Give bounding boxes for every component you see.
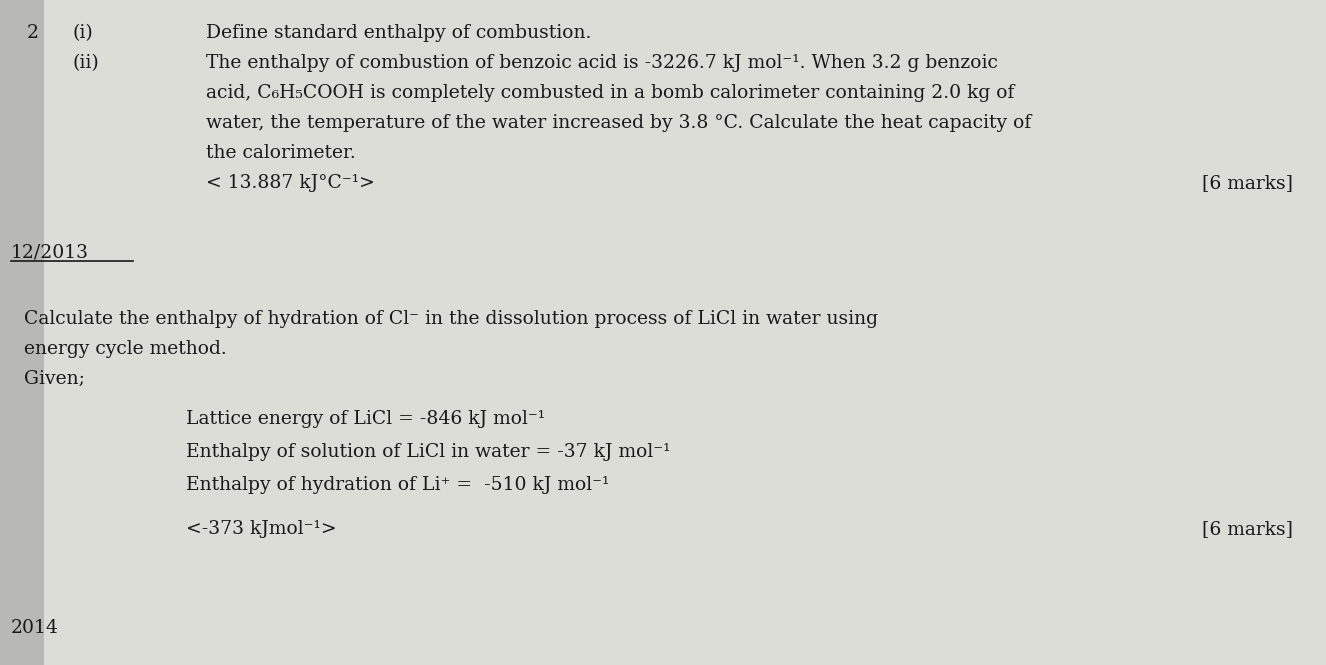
Text: Enthalpy of solution of LiCl in water = -37 kJ mol⁻¹: Enthalpy of solution of LiCl in water = … xyxy=(186,443,670,462)
Text: [6 marks]: [6 marks] xyxy=(1201,519,1293,538)
Text: <-373 kJmol⁻¹>: <-373 kJmol⁻¹> xyxy=(186,519,337,538)
Text: Calculate the enthalpy of hydration of Cl⁻ in the dissolution process of LiCl in: Calculate the enthalpy of hydration of C… xyxy=(24,310,878,329)
Text: Given;: Given; xyxy=(24,370,85,388)
Text: [6 marks]: [6 marks] xyxy=(1201,174,1293,192)
Text: < 13.887 kJ°C⁻¹>: < 13.887 kJ°C⁻¹> xyxy=(206,174,374,192)
Text: Define standard enthalpy of combustion.: Define standard enthalpy of combustion. xyxy=(206,24,591,43)
Text: Enthalpy of hydration of Li⁺ =  -510 kJ mol⁻¹: Enthalpy of hydration of Li⁺ = -510 kJ m… xyxy=(186,476,609,495)
Text: Lattice energy of LiCl = -846 kJ mol⁻¹: Lattice energy of LiCl = -846 kJ mol⁻¹ xyxy=(186,410,545,428)
Bar xyxy=(0,0,44,665)
Text: The enthalpy of combustion of benzoic acid is -3226.7 kJ mol⁻¹. When 3.2 g benzo: The enthalpy of combustion of benzoic ac… xyxy=(206,54,997,72)
Text: water, the temperature of the water increased by 3.8 °C. Calculate the heat capa: water, the temperature of the water incr… xyxy=(206,114,1030,132)
Text: acid, C₆H₅COOH is completely combusted in a bomb calorimeter containing 2.0 kg o: acid, C₆H₅COOH is completely combusted i… xyxy=(206,84,1014,102)
Text: (i): (i) xyxy=(73,24,94,43)
Text: energy cycle method.: energy cycle method. xyxy=(24,340,227,358)
Text: 12/2013: 12/2013 xyxy=(11,243,89,262)
Text: 2014: 2014 xyxy=(11,619,58,638)
Text: the calorimeter.: the calorimeter. xyxy=(206,144,355,162)
Text: (ii): (ii) xyxy=(73,54,99,72)
Text: 2: 2 xyxy=(27,24,38,43)
